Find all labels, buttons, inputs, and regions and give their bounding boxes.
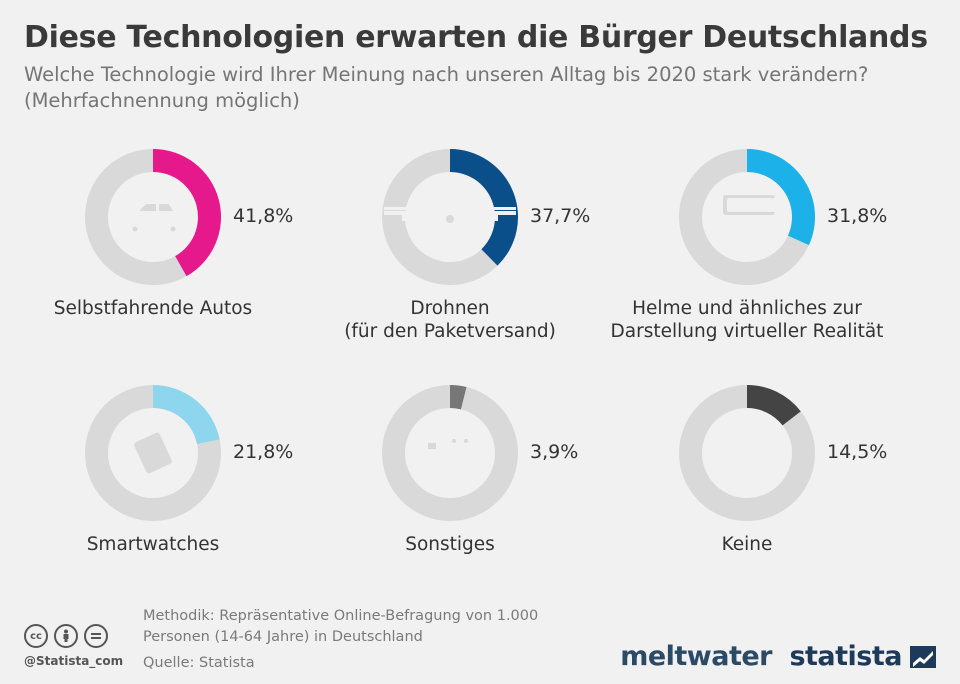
category-label: Selbstfahrende Autos: [3, 297, 303, 320]
donut-chart-1: [85, 149, 222, 285]
donut-segment: [450, 385, 467, 410]
statista-mark-icon: [910, 646, 936, 668]
category-label: Keine: [597, 533, 897, 556]
drone-icon: [384, 207, 516, 244]
category-label-line: Drohnen: [410, 298, 490, 319]
donut-segment: [450, 149, 518, 266]
category-label-line: (für den Paketversand): [344, 321, 556, 342]
donut-chart-5: [382, 385, 518, 521]
value-label: 31,8%: [827, 205, 888, 227]
meltwater-logo: meltwater: [620, 641, 772, 672]
vr-headset-icon: [715, 183, 779, 247]
methodology-note: Methodik: Repräsentative Online-Befragun…: [143, 606, 538, 674]
donut-chart-6: [679, 385, 815, 521]
donut-chart-3: [679, 149, 815, 285]
attribution-icon: [54, 624, 78, 648]
source-line: Quelle: Statista: [143, 655, 255, 671]
no-derivatives-icon: [84, 624, 108, 648]
value-label: 14,5%: [827, 441, 888, 463]
value-label: 21,8%: [233, 441, 294, 463]
method-line: Methodik: Repräsentative Online-Befragun…: [143, 608, 539, 624]
category-label-line: Darstellung virtueller Realität: [610, 321, 884, 342]
car-icon: [121, 199, 186, 235]
category-label: Sonstiges: [300, 533, 600, 556]
donut-chart-2: [382, 149, 518, 285]
category-label: Smartwatches: [3, 533, 303, 556]
category-label-line: Selbstfahrende Autos: [53, 298, 253, 319]
donut-segment: [153, 385, 220, 445]
cc-icon: cc: [24, 624, 48, 648]
donut-chart-4: [85, 385, 221, 521]
page-subtitle: Welche Technologie wird Ihrer Meinung na…: [24, 63, 869, 112]
category-label-line: Sonstiges: [405, 534, 495, 555]
value-label: 41,8%: [233, 205, 294, 227]
donut-segment: [747, 149, 815, 246]
gadgets-icon: [424, 432, 476, 485]
category-label-line: Smartwatches: [86, 534, 220, 555]
category-label: Helme und ähnliches zur Darstellung virtu…: [597, 297, 897, 343]
category-label-line: Keine: [721, 534, 773, 555]
category-label-line: Helme und ähnliches zur: [632, 298, 862, 319]
value-label: 37,7%: [530, 205, 591, 227]
statista-handle: @Statista_com: [24, 654, 124, 668]
smartwatch-icon: [126, 415, 180, 491]
page-title: Diese Technologien erwarten die Bürger D…: [24, 20, 928, 55]
method-line: Personen (14-64 Jahre) in Deutschland: [143, 629, 423, 645]
donut-segment: [153, 149, 222, 277]
donut-segment: [747, 385, 801, 426]
value-label: 3,9%: [530, 441, 579, 463]
category-label: Drohnen (für den Paketversand): [300, 297, 600, 343]
statista-logo: statista: [789, 641, 902, 672]
license-icons: cc: [24, 624, 108, 648]
